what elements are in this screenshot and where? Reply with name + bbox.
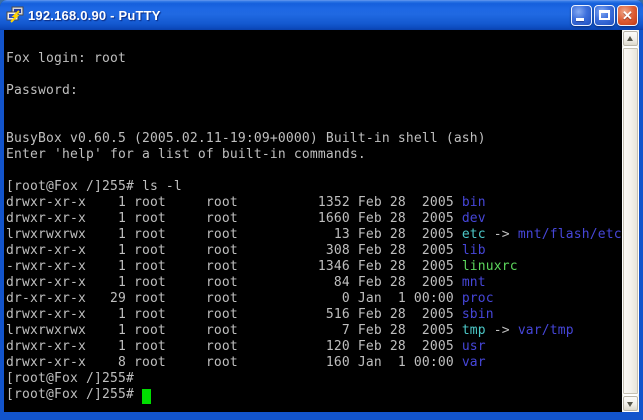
terminal-line: lrwxrwxrwx 1 root root 7 Feb 28 2005 tmp… bbox=[6, 323, 574, 338]
putty-app-icon bbox=[6, 6, 24, 24]
terminal-line: lrwxrwxrwx 1 root root 13 Feb 28 2005 et… bbox=[6, 227, 622, 242]
window-controls: ✕ bbox=[571, 4, 638, 26]
titlebar[interactable]: 192.168.0.90 - PuTTY ✕ bbox=[0, 0, 643, 30]
terminal-line: drwxr-xr-x 1 root root 516 Feb 28 2005 s… bbox=[6, 307, 494, 322]
minimize-button[interactable] bbox=[571, 4, 592, 26]
terminal-line: drwxr-xr-x 1 root root 1352 Feb 28 2005 … bbox=[6, 195, 486, 210]
terminal-screen[interactable]: Fox login: root Password: BusyBox v0.60.5 … bbox=[4, 30, 622, 412]
scrollbar[interactable] bbox=[622, 30, 639, 412]
terminal-line: [root@Fox /]255# bbox=[6, 371, 134, 386]
terminal-line: -rwxr-xr-x 1 root root 1346 Feb 28 2005 … bbox=[6, 259, 518, 274]
down-arrow-icon bbox=[627, 402, 633, 407]
terminal-line: drwxr-xr-x 1 root root 84 Feb 28 2005 mn… bbox=[6, 275, 486, 290]
terminal-line bbox=[6, 99, 622, 115]
close-icon: ✕ bbox=[622, 7, 633, 23]
terminal-line: dr-xr-xr-x 29 root root 0 Jan 1 00:00 pr… bbox=[6, 291, 494, 306]
terminal-line: Password: bbox=[6, 83, 78, 98]
window-frame: Fox login: root Password: BusyBox v0.60.5 … bbox=[0, 30, 643, 420]
terminal-line bbox=[6, 115, 622, 131]
terminal-line: [root@Fox /]255# ls -l bbox=[6, 179, 182, 194]
maximize-icon bbox=[599, 9, 610, 20]
terminal-line: Fox login: root bbox=[6, 51, 126, 66]
maximize-button[interactable] bbox=[594, 4, 615, 26]
terminal-line: [root@Fox /]255# bbox=[6, 387, 622, 404]
terminal-line bbox=[6, 35, 622, 51]
terminal-line: drwxr-xr-x 8 root root 160 Jan 1 00:00 v… bbox=[6, 355, 486, 370]
terminal-line: drwxr-xr-x 1 root root 120 Feb 28 2005 u… bbox=[6, 339, 486, 354]
terminal-line: Enter 'help' for a list of built-in comm… bbox=[6, 147, 366, 162]
minimize-icon bbox=[576, 17, 584, 21]
scrollbar-track[interactable] bbox=[622, 47, 639, 395]
terminal-line: BusyBox v0.60.5 (2005.02.11-19:09+0000) … bbox=[6, 131, 486, 146]
terminal-line bbox=[6, 163, 622, 179]
close-button[interactable]: ✕ bbox=[617, 4, 638, 26]
terminal-line: drwxr-xr-x 1 root root 308 Feb 28 2005 l… bbox=[6, 243, 486, 258]
up-arrow-icon bbox=[627, 36, 633, 41]
terminal-cursor bbox=[141, 389, 151, 404]
scroll-up-button[interactable] bbox=[622, 30, 639, 47]
terminal-line: drwxr-xr-x 1 root root 1660 Feb 28 2005 … bbox=[6, 211, 486, 226]
scroll-down-button[interactable] bbox=[622, 395, 639, 412]
terminal-line bbox=[6, 67, 622, 83]
window-title: 192.168.0.90 - PuTTY bbox=[28, 7, 161, 23]
scrollbar-thumb[interactable] bbox=[622, 47, 639, 395]
